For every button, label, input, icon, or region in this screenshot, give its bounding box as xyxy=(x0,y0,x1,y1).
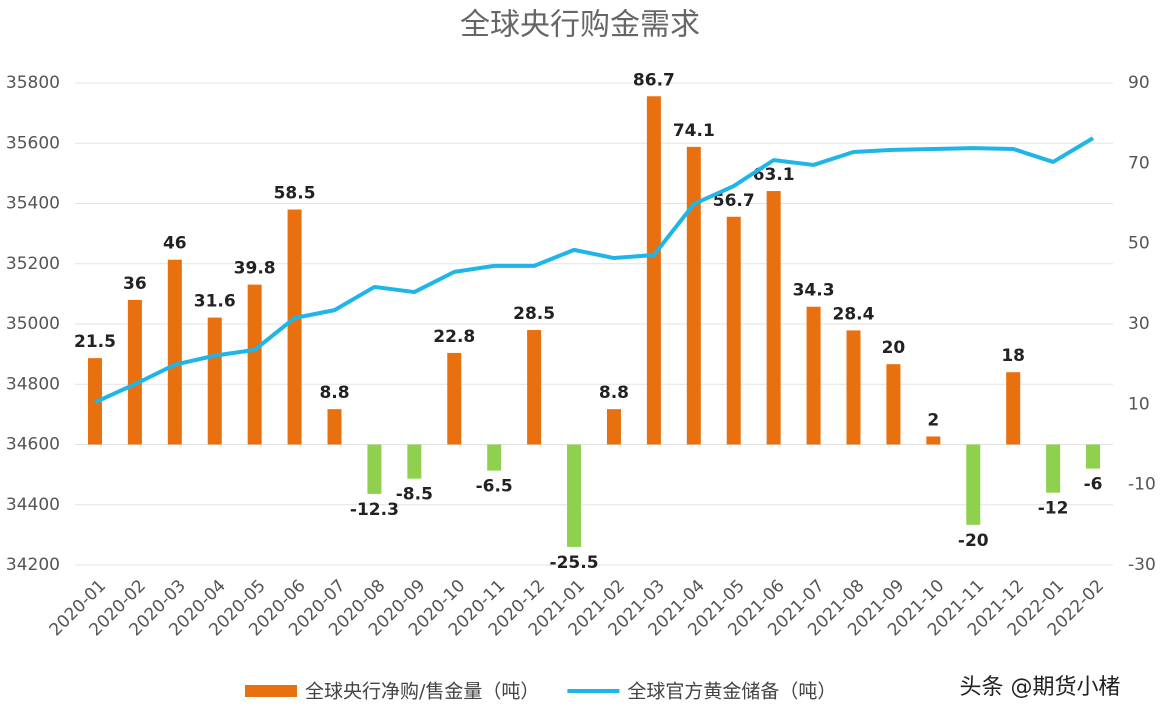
bar xyxy=(287,209,302,445)
watermark: 头条 @期货小楮 xyxy=(960,675,1121,700)
value-label: 31.6 xyxy=(194,292,236,312)
value-label: -8.5 xyxy=(396,485,433,505)
y-tick-label: 35800 xyxy=(6,73,60,93)
y2-tick-label: 10 xyxy=(1128,394,1150,414)
bar xyxy=(806,306,821,445)
value-label: -20 xyxy=(958,531,989,551)
legend-swatch xyxy=(245,685,297,697)
value-label: 36 xyxy=(123,274,147,294)
bar xyxy=(247,284,262,445)
line xyxy=(94,136,1095,405)
y2-tick-label: 30 xyxy=(1128,314,1150,334)
value-label: 8.8 xyxy=(319,383,349,403)
bar xyxy=(127,299,142,445)
value-label: 46 xyxy=(163,234,187,254)
bar xyxy=(686,146,701,445)
y-tick-label: 35000 xyxy=(6,314,60,334)
y2-tick-label: 50 xyxy=(1128,234,1150,254)
value-label: -12 xyxy=(1038,499,1069,519)
bar xyxy=(447,352,462,445)
bar xyxy=(167,259,182,445)
bar xyxy=(567,444,582,547)
value-label: 74.1 xyxy=(673,121,715,141)
value-label: 8.8 xyxy=(599,383,629,403)
y-tick-label: 34600 xyxy=(6,435,60,455)
y-tick-label: 34800 xyxy=(6,374,60,394)
value-label: 63.1 xyxy=(753,165,795,185)
bar xyxy=(1046,444,1061,493)
value-label: 22.8 xyxy=(433,327,475,347)
legend-label: 全球官方黄金储备（吨） xyxy=(627,681,836,703)
bar xyxy=(527,330,542,445)
value-label: 39.8 xyxy=(234,259,276,279)
bar xyxy=(606,409,621,445)
y2-tick-label: -30 xyxy=(1128,555,1156,575)
bar xyxy=(367,444,382,494)
bar xyxy=(726,216,741,445)
y-tick-label: 35600 xyxy=(6,133,60,153)
value-label: 28.4 xyxy=(833,304,875,324)
value-label: 58.5 xyxy=(274,184,316,204)
bar xyxy=(926,436,941,445)
bar xyxy=(766,191,781,445)
y-tick-label: 34400 xyxy=(6,495,60,515)
bar xyxy=(207,317,222,445)
value-label: 20 xyxy=(882,338,906,358)
bar xyxy=(1006,372,1021,445)
y-tick-label: 35200 xyxy=(6,254,60,274)
chart-title: 全球央行购金需求 xyxy=(460,8,700,43)
y-tick-label: 34200 xyxy=(6,555,60,575)
bar xyxy=(327,409,342,445)
legend-label: 全球央行净购/售金量（吨） xyxy=(305,681,539,703)
value-label: 18 xyxy=(1001,346,1025,366)
value-label: 34.3 xyxy=(793,281,835,301)
value-label: -6.5 xyxy=(476,477,513,497)
bar xyxy=(487,444,502,471)
value-label: 28.5 xyxy=(513,304,555,324)
value-label: -6 xyxy=(1084,475,1103,495)
bar xyxy=(1086,444,1101,469)
bar xyxy=(646,96,661,445)
value-label: 56.7 xyxy=(713,191,755,211)
y2-tick-label: 70 xyxy=(1128,153,1150,173)
value-label: -12.3 xyxy=(350,500,399,520)
value-label: -25.5 xyxy=(550,553,599,573)
bar xyxy=(407,444,422,479)
value-label: 2 xyxy=(927,410,939,430)
y2-tick-label: -10 xyxy=(1128,475,1156,495)
y-tick-label: 35400 xyxy=(6,194,60,214)
value-label: 86.7 xyxy=(633,70,675,90)
y2-tick-label: 90 xyxy=(1128,73,1150,93)
bar xyxy=(846,330,861,445)
value-label: 21.5 xyxy=(74,332,116,352)
bar xyxy=(966,444,981,525)
bar xyxy=(886,364,901,445)
